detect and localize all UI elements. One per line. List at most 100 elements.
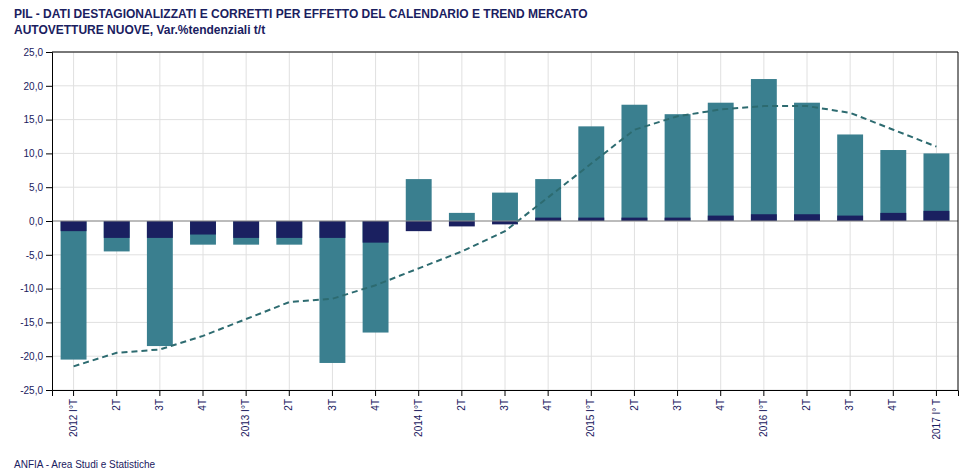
- y-tick: 0,0: [29, 216, 52, 227]
- bar: [621, 218, 647, 221]
- x-tick-mark: [375, 390, 376, 396]
- y-tick-label: 5,0: [29, 182, 43, 193]
- y-tick-mark: [46, 52, 52, 53]
- plot: -25,0-20,0-15,0-10,0-5,00,05,010,015,020…: [20, 47, 958, 440]
- y-tick-mark: [46, 289, 52, 290]
- x-axis-line: [53, 391, 959, 397]
- y-tick-mark: [46, 390, 52, 391]
- x-tick-mark: [763, 390, 764, 396]
- y-tick: -10,0: [20, 283, 52, 294]
- bar: [708, 103, 734, 221]
- bar: [923, 211, 949, 221]
- grid-line-y: [52, 52, 958, 53]
- x-tick-label: 3T: [499, 399, 510, 411]
- subtitle: AUTOVETTURE NUOVE, Var.%tendenziali t/t: [14, 23, 265, 37]
- x-tick: 2T: [283, 390, 294, 411]
- x-tick-mark: [591, 390, 592, 396]
- bar: [535, 179, 561, 221]
- y-tick-label: 15,0: [24, 114, 44, 125]
- bar: [190, 221, 216, 245]
- y-tick: -15,0: [20, 317, 52, 328]
- bar: [147, 221, 173, 238]
- x-tick-mark: [116, 390, 117, 396]
- y-tick-mark: [46, 221, 52, 222]
- bar: [837, 216, 863, 221]
- bar: [794, 214, 820, 221]
- x-tick: 3T: [844, 390, 855, 411]
- bar: [104, 221, 130, 251]
- x-tick: 3T: [327, 390, 338, 411]
- y-tick-label: 10,0: [24, 148, 44, 159]
- x-tick-label: 2017 I° T: [931, 399, 942, 440]
- bar: [621, 105, 647, 221]
- x-axis: 2012 I°T 2T 3T 4T 2013 I°T 2T 3T 4T 2014 I°T 2T 3T…: [53, 390, 959, 440]
- x-tick-mark: [73, 390, 74, 396]
- x-tick-mark: [246, 390, 247, 396]
- x-tick: 2017 I° T: [931, 390, 942, 440]
- bar: [233, 221, 259, 245]
- x-tick-mark: [720, 390, 721, 396]
- bar: [190, 221, 216, 235]
- x-tick: 4T: [542, 390, 553, 411]
- x-tick: 2016 I°T: [758, 390, 769, 437]
- y-tick-mark: [46, 322, 52, 323]
- x-tick: 2T: [111, 390, 122, 411]
- bar: [923, 153, 949, 221]
- y-tick-label: -25,0: [20, 385, 43, 396]
- y-tick-label: -10,0: [20, 283, 43, 294]
- x-tick: 3T: [672, 390, 683, 411]
- x-tick-mark: [505, 390, 506, 396]
- trend-line: [74, 106, 937, 366]
- bar: [751, 214, 777, 221]
- bar: [837, 134, 863, 221]
- x-tick-mark: [850, 390, 851, 396]
- y-tick-mark: [46, 120, 52, 121]
- bar: [880, 150, 906, 221]
- footer: ANFIA - Area Studi e Statistiche: [14, 459, 156, 470]
- x-tick-mark: [159, 390, 160, 396]
- y-tick: -25,0: [20, 385, 52, 396]
- x-tick-label: 2016 I°T: [758, 399, 769, 437]
- bar: [449, 221, 475, 226]
- x-tick-mark: [548, 390, 549, 396]
- bar: [276, 221, 302, 245]
- x-tick-mark: [893, 390, 894, 396]
- frame: [958, 52, 959, 390]
- title: PIL - DATI DESTAGIONALIZZATI E CORRETTI …: [14, 7, 588, 21]
- bar: [880, 213, 906, 221]
- bar: [363, 221, 389, 243]
- x-tick: 2T: [801, 390, 812, 411]
- bar: [104, 221, 130, 238]
- x-tick-label: 2012 I°T: [68, 399, 79, 437]
- x-tick-mark: [634, 390, 635, 396]
- bar: [665, 114, 691, 221]
- x-tick-label: 2015 I°T: [585, 399, 596, 437]
- x-tick-mark: [418, 390, 419, 396]
- bar: [492, 193, 518, 221]
- y-tick-label: -15,0: [20, 317, 43, 328]
- y-tick-mark: [46, 86, 52, 87]
- x-tick-mark: [461, 390, 462, 396]
- x-tick-mark: [807, 390, 808, 396]
- x-tick-label: 3T: [672, 399, 683, 411]
- x-tick-label: 4T: [715, 399, 726, 411]
- bar: [319, 221, 345, 363]
- bar: [449, 213, 475, 221]
- y-tick-label: -20,0: [20, 351, 43, 362]
- x-tick: 2T: [629, 390, 640, 411]
- x-tick: 2012 I°T: [68, 390, 79, 437]
- bar: [363, 221, 389, 333]
- x-tick-label: 4T: [542, 399, 553, 411]
- y-tick-mark: [46, 187, 52, 188]
- grid: [52, 52, 958, 390]
- bar: [276, 221, 302, 238]
- bar: [708, 216, 734, 221]
- y-tick-label: 0,0: [29, 216, 43, 227]
- x-tick: 4T: [715, 390, 726, 411]
- x-tick-label: 2013 I°T: [240, 399, 251, 437]
- bar: [233, 221, 259, 238]
- x-tick-mark: [203, 390, 204, 396]
- x-tick: 2013 I°T: [240, 390, 251, 437]
- y-axis-line: [46, 53, 53, 391]
- x-tick: 2014 I°T: [413, 390, 424, 437]
